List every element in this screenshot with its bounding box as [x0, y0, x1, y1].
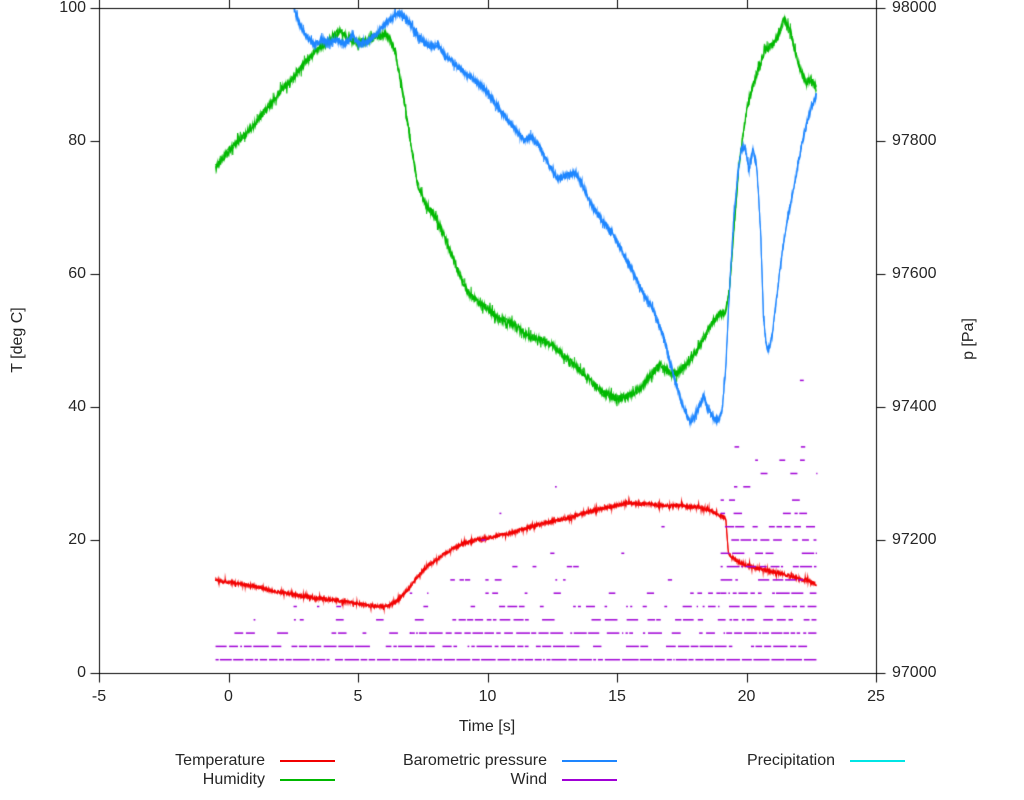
- tick-label: 97000: [892, 664, 937, 681]
- legend-line-sample: [850, 759, 905, 762]
- tick-label: 25: [867, 688, 885, 705]
- tick-label: 98000: [892, 0, 937, 16]
- x-axis-title: Time [s]: [458, 718, 516, 735]
- tick-label: 40: [68, 398, 86, 415]
- tick-label: 97400: [892, 398, 937, 415]
- tick-label: 60: [68, 265, 86, 282]
- tick-label: 97200: [892, 531, 937, 548]
- legend-entry-temperature: Temperature: [48, 751, 335, 770]
- legend-label: Wind: [510, 770, 547, 788]
- tick-label: 80: [68, 132, 86, 149]
- tick-label: 15: [608, 688, 626, 705]
- legend-column: Barometric pressure Wind: [330, 751, 617, 789]
- legend-line-sample: [562, 759, 617, 762]
- legend-label: Temperature: [175, 751, 265, 769]
- tick-label: 20: [68, 531, 86, 548]
- right-axis-title: p [Pa]: [960, 318, 977, 360]
- legend-column: Precipitation: [618, 751, 905, 770]
- tick-label: 0: [77, 664, 86, 681]
- legend-entry-barometric-pressure: Barometric pressure: [330, 751, 617, 770]
- legend-column: Temperature Humidity: [48, 751, 335, 789]
- legend-label: Barometric pressure: [402, 751, 547, 769]
- tick-label: -5: [91, 688, 107, 705]
- legend-entry-humidity: Humidity: [48, 770, 335, 789]
- tick-label: 100: [59, 0, 86, 16]
- legend-entry-wind: Wind: [330, 770, 617, 789]
- left-axis-title: T [deg C]: [9, 307, 26, 373]
- tick-label: 0: [224, 688, 233, 705]
- legend-line-sample: [562, 778, 617, 781]
- legend: Temperature Humidity Barometric pressure Wi…: [0, 751, 1024, 797]
- tick-label: 97800: [892, 132, 937, 149]
- tick-label: 97600: [892, 265, 937, 282]
- tick-label: 5: [353, 688, 363, 705]
- tick-label: 10: [478, 688, 497, 705]
- tick-label: 20: [737, 688, 756, 705]
- legend-line-sample: [280, 778, 335, 781]
- legend-line-sample: [280, 759, 335, 762]
- legend-entry-precipitation: Precipitation: [618, 751, 905, 770]
- legend-label: Precipitation: [746, 751, 835, 769]
- legend-label: Humidity: [202, 770, 265, 788]
